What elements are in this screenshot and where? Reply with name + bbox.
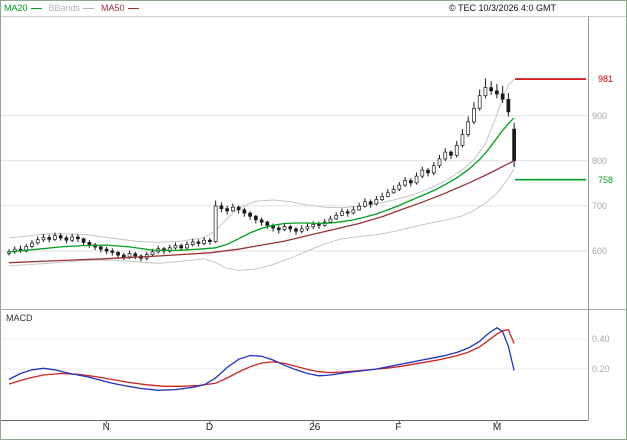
level-label-981: 981 [598,74,614,85]
macd-macd-line [8,327,515,391]
price-gridlines [1,115,588,252]
bb-lower-line [8,168,515,271]
x-axis-label-F: F [395,422,402,433]
legend-item-ma50: MA50 [101,3,139,14]
macd-gridlines [1,338,588,370]
price-tick-800: 800 [592,155,608,166]
bollinger-bands [8,79,515,271]
price-tick-600: 600 [592,246,608,256]
legend-ma20-label: MA20 [4,3,28,13]
macd-tick-0.40: 0.40 [592,334,610,344]
bb-upper-line [8,79,515,243]
x-axis-label-26: 26 [309,422,321,433]
panel-borders [1,16,626,421]
ma20-line-swatch-icon [30,8,42,9]
ma20-line [8,117,515,253]
legend-item-bbands: BBands [49,3,95,14]
x-axis-label-D: D [205,422,214,433]
legend-item-ma20: MA20 [4,3,42,14]
x-axis-label-N: N [102,422,110,433]
legend-ma50-label: MA50 [101,3,125,13]
macd-tick-0.20: 0.20 [592,364,610,374]
price-tick-900: 900 [592,110,608,121]
macd-signal-line [8,328,515,387]
ma50-line-swatch-icon [127,8,139,9]
price-tick-700: 700 [592,200,608,211]
legend: MA20 BBands MA50 [4,2,139,15]
x-axis-label-M: M [492,422,502,433]
x-axis-ticks [106,420,498,425]
copyright-text: © TEC 10/3/2026 4:0 GMT [448,3,556,13]
level-label-758: 758 [598,174,614,185]
legend-bbands-label: BBands [48,3,81,13]
level-lines [515,78,586,181]
macd-panel-label: MACD [6,313,33,323]
candles [7,78,516,262]
bbands-line-swatch-icon [83,8,95,9]
ma50-line [8,160,515,264]
